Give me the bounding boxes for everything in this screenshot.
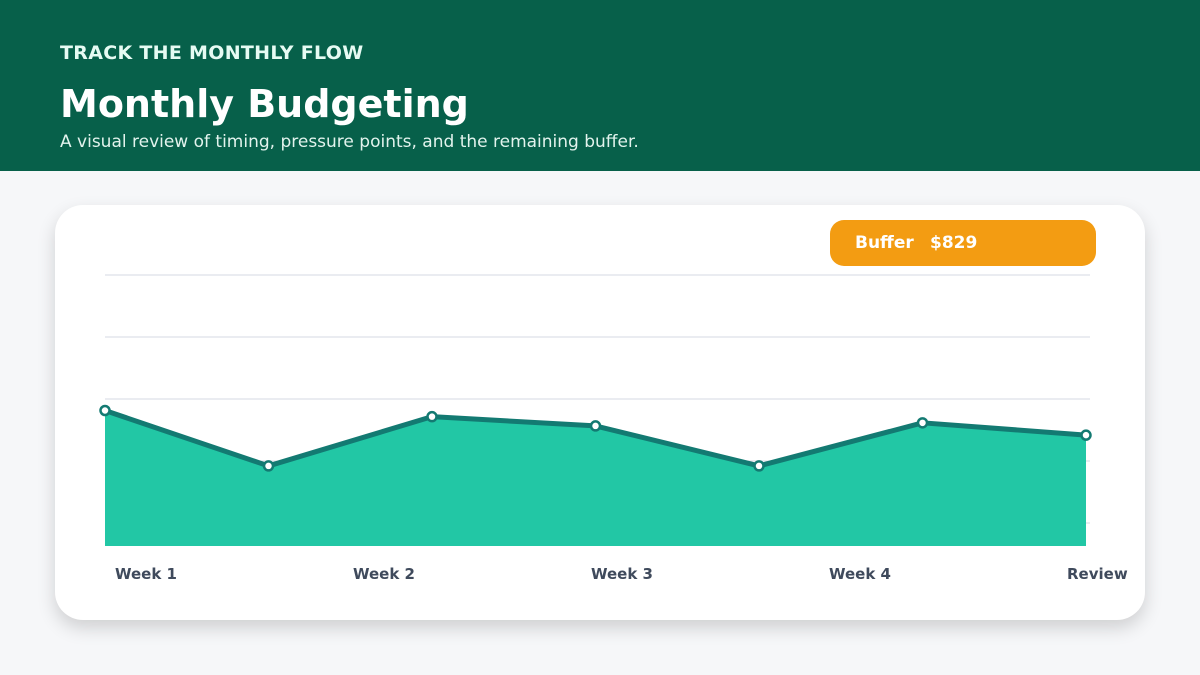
data-point <box>262 460 275 472</box>
page-subtitle: A visual review of timing, pressure poin… <box>60 132 639 152</box>
data-point <box>753 460 765 472</box>
data-point <box>589 420 602 432</box>
x-tick-label: Week 2 <box>353 565 415 583</box>
x-tick-label: Week 4 <box>829 565 891 583</box>
header-banner <box>0 0 1200 171</box>
eyebrow-text: TRACK THE MONTHLY FLOW <box>60 42 364 64</box>
x-tick-label: Week 3 <box>591 565 653 583</box>
data-point <box>1080 429 1092 441</box>
buffer-label: Buffer <box>855 233 914 253</box>
data-point <box>99 404 111 417</box>
buffer-badge <box>830 220 1096 266</box>
page-title: Monthly Budgeting <box>60 82 469 126</box>
x-tick-label: Review <box>1067 565 1128 583</box>
x-tick-label: Week 1 <box>115 565 177 583</box>
buffer-value: $829 <box>930 233 978 253</box>
data-point <box>426 410 438 423</box>
data-points <box>99 404 1092 472</box>
chart-card <box>55 205 1145 620</box>
x-tick-labels: Week 1 Week 2 Week 3 Week 4 Review <box>115 565 1128 583</box>
data-point <box>916 417 929 429</box>
